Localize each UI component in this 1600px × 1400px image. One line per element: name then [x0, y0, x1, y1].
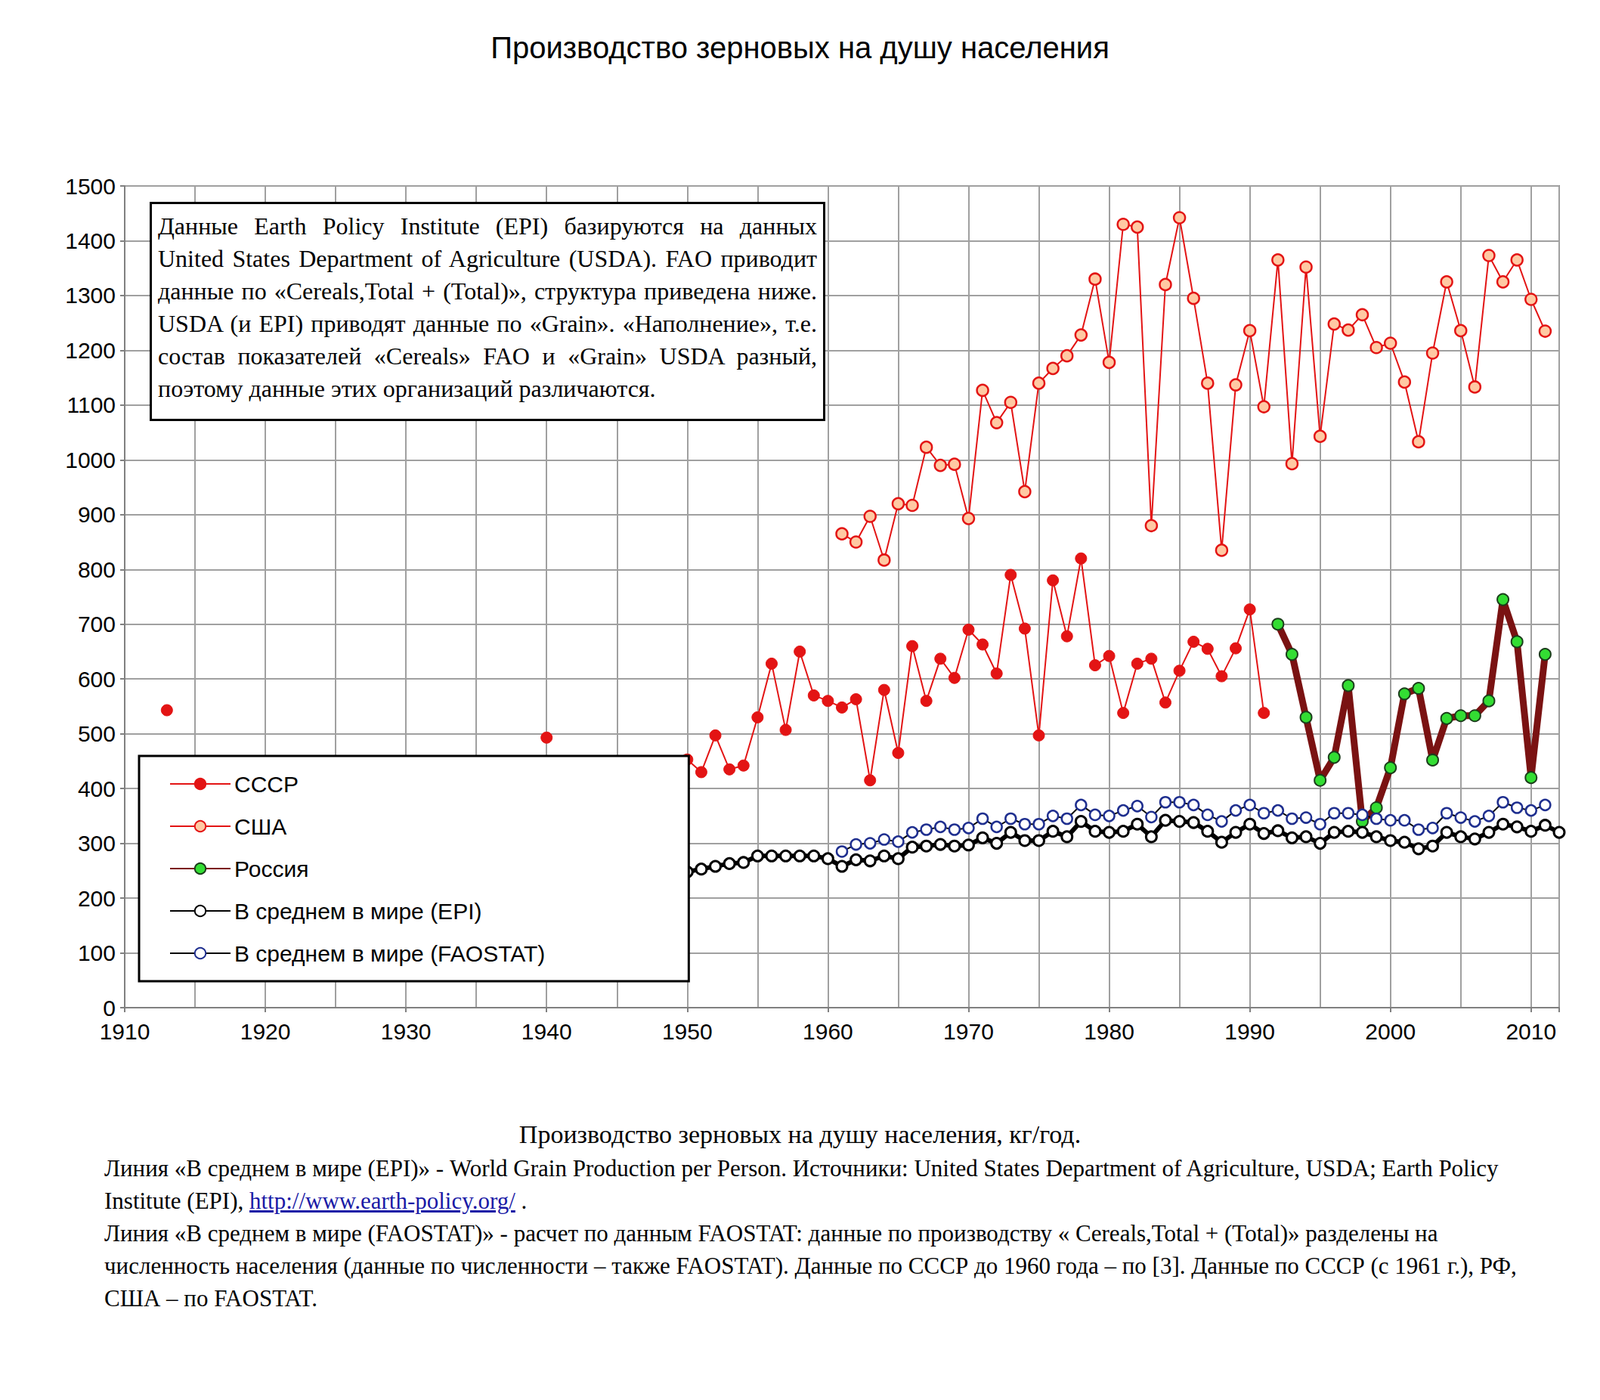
svg-text:700: 700 [77, 611, 116, 637]
svg-text:1990: 1990 [1224, 1018, 1276, 1044]
svg-text:1910: 1910 [99, 1018, 151, 1044]
html-text:Данные Earth Policy Institute: Данные Earth Policy Institute (EPI) бази… [157, 212, 818, 403]
svg-text:800: 800 [77, 557, 116, 582]
svg-text:0: 0 [102, 995, 116, 1021]
svg-text:500: 500 [77, 721, 116, 746]
svg-text:1400: 1400 [64, 228, 116, 254]
svg-text:1970: 1970 [943, 1018, 994, 1044]
svg-text:1960: 1960 [802, 1018, 854, 1044]
svg-text:1950: 1950 [662, 1018, 713, 1044]
svg-text:1500: 1500 [64, 173, 116, 199]
svg-text:1920: 1920 [240, 1018, 291, 1044]
svg-text:Производство зерновых на душу: Производство зерновых на душу населения [490, 30, 1110, 65]
svg-text:Россия: Россия [234, 856, 309, 882]
html-text:Линия «В среднем в мире (FAOST: Линия «В среднем в мире (FAOSTAT)» - рас… [104, 1219, 1517, 1312]
svg-text:600: 600 [77, 666, 116, 692]
svg-text:В среднем в мире (FAOSTAT): В среднем в мире (FAOSTAT) [234, 940, 545, 966]
svg-text:400: 400 [77, 776, 116, 802]
svg-text:1930: 1930 [380, 1018, 432, 1044]
svg-text:1200: 1200 [64, 337, 116, 363]
svg-text:1940: 1940 [521, 1018, 573, 1044]
svg-text:В среднем в мире (EPI): В среднем в мире (EPI) [234, 898, 482, 924]
html-text:Производство зерновых на душу: Производство зерновых на душу населения,… [519, 1120, 1081, 1149]
svg-text:1000: 1000 [64, 447, 116, 473]
svg-text:СССР: СССР [234, 771, 299, 797]
svg-text:1100: 1100 [66, 392, 116, 418]
svg-text:1300: 1300 [64, 282, 116, 308]
svg-text:300: 300 [77, 830, 116, 856]
svg-text:2000: 2000 [1364, 1018, 1416, 1044]
svg-text:2010: 2010 [1505, 1018, 1557, 1044]
svg-text:200: 200 [77, 885, 116, 911]
svg-text:1980: 1980 [1083, 1018, 1135, 1044]
html-text:Линия «В среднем в мире (EPI)»: Линия «В среднем в мире (EPI)» - World G… [104, 1154, 1499, 1214]
svg-text:100: 100 [77, 940, 116, 966]
svg-text:США: США [234, 813, 287, 839]
svg-text:900: 900 [77, 501, 116, 527]
